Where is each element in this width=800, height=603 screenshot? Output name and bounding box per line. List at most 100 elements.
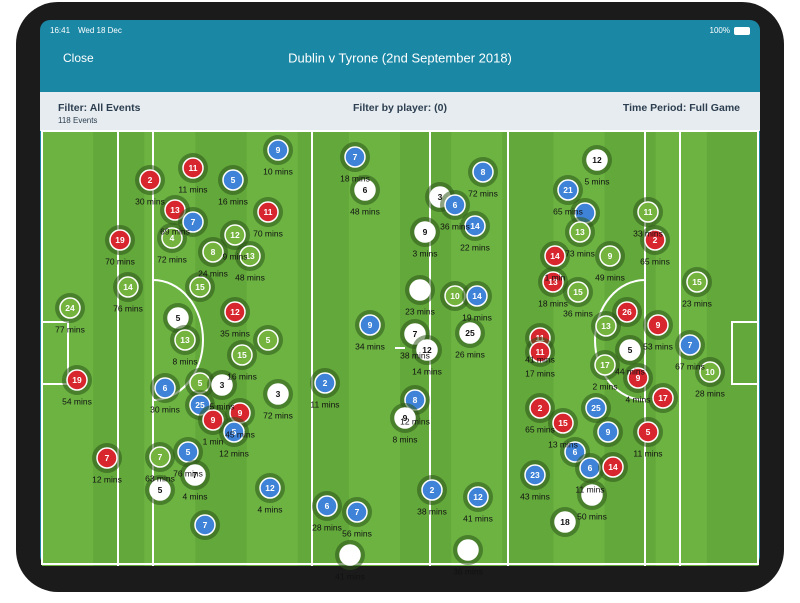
event-time: 12 mins xyxy=(219,448,249,458)
player-number: 6 xyxy=(588,463,593,473)
event: 17 xyxy=(590,350,620,380)
event: 21 xyxy=(553,175,583,205)
player-number: 11 xyxy=(189,163,198,173)
event: 7 xyxy=(675,330,705,360)
event-marker xyxy=(414,221,436,243)
player-number: 9 xyxy=(368,320,373,330)
event-marker xyxy=(224,301,246,323)
event-time: 12 mins xyxy=(92,474,122,484)
event-marker xyxy=(222,169,244,191)
event-marker xyxy=(529,397,551,419)
event-time: 34 mins xyxy=(355,341,385,351)
event-marker xyxy=(602,456,624,478)
player-number: 15 xyxy=(558,418,568,428)
player-number: 6 xyxy=(363,185,368,195)
player-number: 3 xyxy=(220,380,225,390)
player-number: 3 xyxy=(276,389,281,399)
event-marker xyxy=(202,409,224,431)
event-time: 65 mins xyxy=(553,206,583,216)
event-marker xyxy=(597,421,619,443)
time-period[interactable]: Time Period: Full Game xyxy=(623,102,740,114)
event-marker xyxy=(644,229,666,251)
event-time: 33 mins xyxy=(633,228,663,238)
player-number: 23 xyxy=(530,470,540,480)
event: 5 xyxy=(145,475,175,505)
event-marker xyxy=(194,514,216,536)
filter-label[interactable]: Filter: All Events xyxy=(58,102,141,114)
event: 15 xyxy=(563,277,593,307)
close-button[interactable]: Close xyxy=(63,51,94,65)
event-time: 23 mins xyxy=(682,298,712,308)
player-filter[interactable]: Filter by player: (0) xyxy=(353,102,447,114)
event-time: 19 mins xyxy=(462,312,492,322)
event: 2 xyxy=(135,165,165,195)
event-count: 118 Events xyxy=(58,116,97,125)
event: 15 xyxy=(185,272,215,302)
player-number: 11 xyxy=(536,347,545,357)
player-number: 12 xyxy=(422,345,432,355)
event-time: 17 mins xyxy=(525,368,555,378)
event-time: 38 mins xyxy=(400,350,430,360)
player-number: 6 xyxy=(453,200,458,210)
event-time: 77 mins xyxy=(55,324,85,334)
event-time: 53 mins xyxy=(643,341,673,351)
header-title: Dublin v Tyrone (2nd September 2018) xyxy=(288,50,512,65)
event-time: 11 mins xyxy=(310,399,339,409)
event-time: 70 mins xyxy=(253,228,283,238)
event: 6 xyxy=(150,373,180,403)
player-number: 5 xyxy=(176,313,181,323)
event-marker xyxy=(154,377,176,399)
player-number: 2 xyxy=(323,378,328,388)
player-number: 7 xyxy=(191,217,196,227)
event-time: 11 mins xyxy=(178,184,207,194)
event-time: 24 mins xyxy=(198,268,228,278)
event-marker xyxy=(184,464,206,486)
event: 14 xyxy=(462,281,492,311)
event-time: 36 mins xyxy=(440,221,470,231)
event-marker xyxy=(466,285,488,307)
player-number: 15 xyxy=(195,282,205,292)
event-time: 73 mins xyxy=(565,248,595,258)
event: 17 xyxy=(648,383,678,413)
event-marker xyxy=(459,322,481,344)
player-number: 5 xyxy=(231,175,236,185)
player-number: 12 xyxy=(592,155,602,165)
event-time: 41 mins xyxy=(335,571,365,581)
event-marker xyxy=(627,367,649,389)
event-marker xyxy=(344,146,366,168)
event: 9 xyxy=(263,135,293,165)
event: 5 xyxy=(633,417,663,447)
event: 9 xyxy=(623,363,653,393)
event-marker xyxy=(586,149,608,171)
event-marker xyxy=(267,139,289,161)
event: 5 xyxy=(219,417,249,447)
player-number: 6 xyxy=(325,501,330,511)
event-marker xyxy=(542,271,564,293)
event-time: 23 mins xyxy=(405,306,435,316)
event-marker xyxy=(557,179,579,201)
event: 13 xyxy=(538,267,568,297)
player-number: 7 xyxy=(355,507,360,517)
event-marker xyxy=(346,501,368,523)
status-date: Wed 18 Dec xyxy=(78,26,122,35)
event: 6 xyxy=(350,175,380,205)
event: 19 xyxy=(62,365,92,395)
event-marker xyxy=(595,315,617,337)
player-number: 8 xyxy=(481,167,486,177)
event-marker xyxy=(416,339,438,361)
player-number: 5 xyxy=(628,345,633,355)
event xyxy=(577,480,607,510)
event-time: 72 mins xyxy=(468,188,498,198)
player-number: 19 xyxy=(115,235,125,245)
event-time: 44 mins xyxy=(615,366,645,376)
event-marker xyxy=(464,215,486,237)
event-marker xyxy=(59,297,81,319)
event-time: 4 mins xyxy=(625,394,650,404)
event: 10 xyxy=(695,357,725,387)
player-number: 11 xyxy=(644,207,653,217)
player-number: 10 xyxy=(450,291,460,301)
player-number: 9 xyxy=(656,320,661,330)
pitch-arc xyxy=(594,279,646,401)
